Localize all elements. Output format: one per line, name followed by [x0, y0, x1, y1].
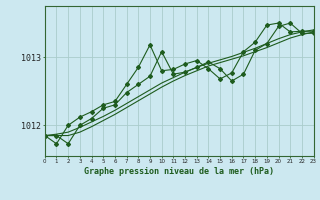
X-axis label: Graphe pression niveau de la mer (hPa): Graphe pression niveau de la mer (hPa)	[84, 167, 274, 176]
